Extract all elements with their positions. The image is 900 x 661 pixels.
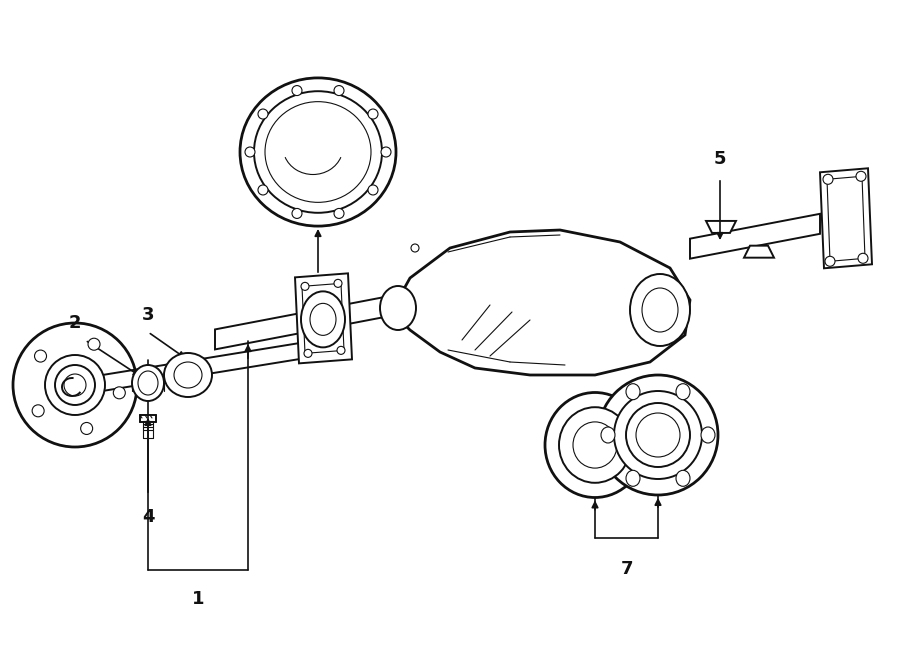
Circle shape bbox=[368, 185, 378, 195]
Text: 3: 3 bbox=[142, 306, 154, 324]
Circle shape bbox=[32, 405, 44, 417]
Circle shape bbox=[823, 175, 833, 184]
Text: 2: 2 bbox=[68, 314, 81, 332]
Ellipse shape bbox=[676, 470, 690, 486]
Ellipse shape bbox=[601, 427, 615, 443]
Polygon shape bbox=[395, 230, 690, 375]
Circle shape bbox=[825, 256, 835, 266]
Text: 5: 5 bbox=[714, 150, 726, 168]
Text: 1: 1 bbox=[192, 590, 204, 608]
Text: 4: 4 bbox=[142, 508, 154, 526]
Circle shape bbox=[856, 171, 866, 181]
Ellipse shape bbox=[614, 391, 702, 479]
Polygon shape bbox=[690, 214, 820, 258]
Circle shape bbox=[258, 185, 268, 195]
Circle shape bbox=[334, 85, 344, 96]
Polygon shape bbox=[706, 221, 736, 233]
Circle shape bbox=[292, 85, 302, 96]
Polygon shape bbox=[827, 176, 865, 261]
Circle shape bbox=[304, 350, 312, 358]
Circle shape bbox=[258, 109, 268, 119]
Ellipse shape bbox=[164, 353, 212, 397]
Ellipse shape bbox=[676, 383, 690, 400]
Circle shape bbox=[113, 387, 125, 399]
Circle shape bbox=[368, 109, 378, 119]
Ellipse shape bbox=[545, 393, 645, 498]
Polygon shape bbox=[820, 169, 872, 268]
Circle shape bbox=[334, 280, 342, 288]
Ellipse shape bbox=[132, 365, 164, 401]
Polygon shape bbox=[295, 274, 352, 364]
Ellipse shape bbox=[240, 78, 396, 226]
Circle shape bbox=[292, 208, 302, 218]
Ellipse shape bbox=[301, 292, 345, 348]
Circle shape bbox=[13, 323, 137, 447]
Polygon shape bbox=[744, 246, 774, 258]
Ellipse shape bbox=[598, 375, 718, 495]
Circle shape bbox=[334, 208, 344, 218]
Polygon shape bbox=[302, 284, 344, 354]
Circle shape bbox=[34, 350, 47, 362]
Circle shape bbox=[301, 282, 309, 290]
Circle shape bbox=[45, 355, 105, 415]
Ellipse shape bbox=[380, 286, 416, 330]
Ellipse shape bbox=[626, 470, 640, 486]
Text: 6: 6 bbox=[311, 288, 324, 306]
Text: 7: 7 bbox=[620, 560, 633, 578]
Ellipse shape bbox=[626, 383, 640, 400]
Circle shape bbox=[411, 244, 419, 252]
Ellipse shape bbox=[701, 427, 715, 443]
Circle shape bbox=[381, 147, 391, 157]
Circle shape bbox=[88, 338, 100, 350]
Circle shape bbox=[81, 422, 93, 434]
Circle shape bbox=[337, 346, 345, 354]
Circle shape bbox=[245, 147, 255, 157]
Circle shape bbox=[858, 253, 868, 263]
Ellipse shape bbox=[559, 407, 631, 483]
Polygon shape bbox=[215, 288, 430, 350]
Ellipse shape bbox=[630, 274, 690, 346]
